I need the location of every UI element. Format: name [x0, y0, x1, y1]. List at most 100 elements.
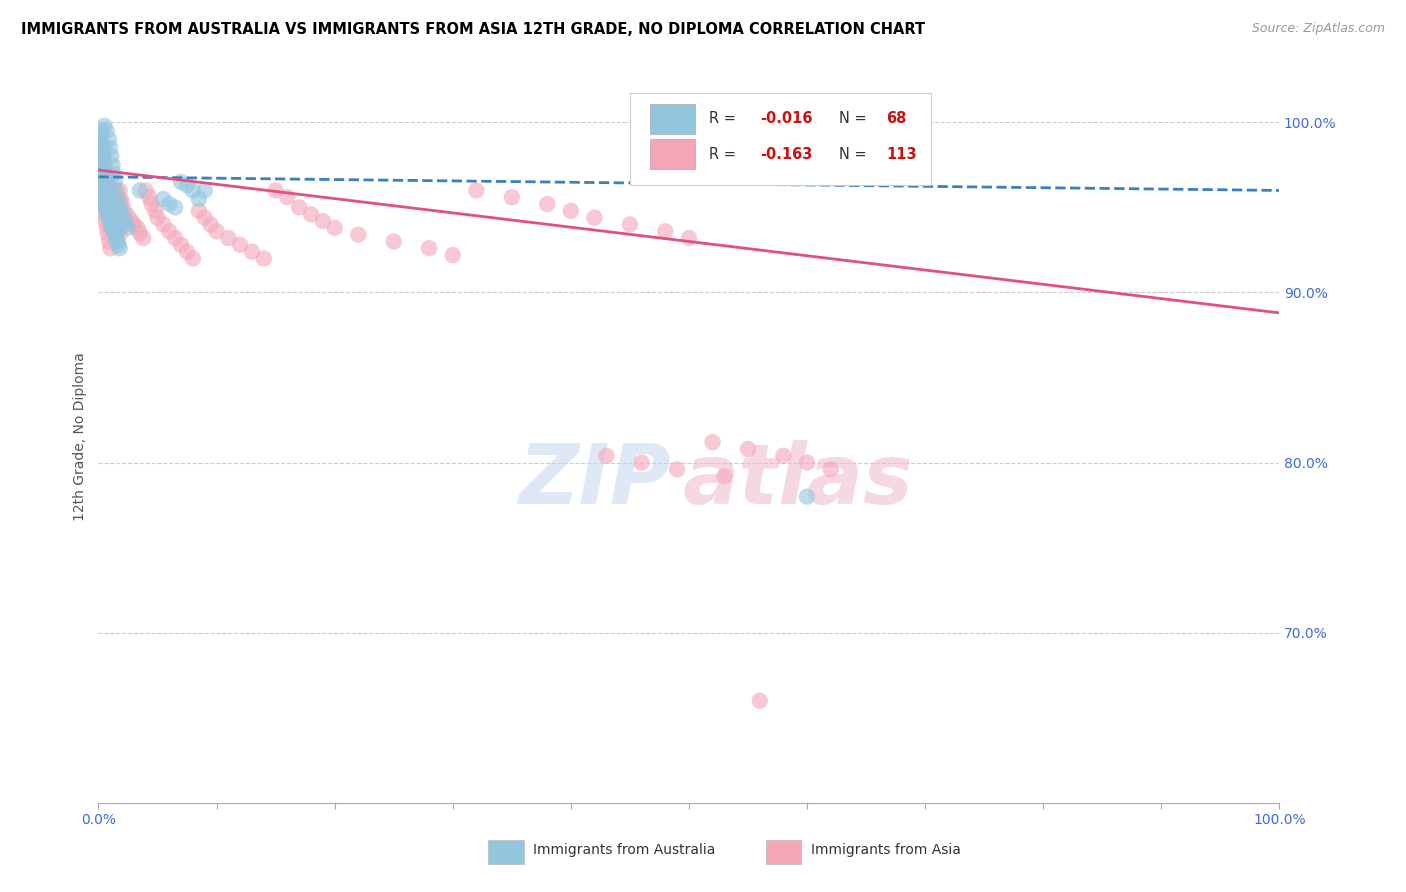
Point [98, 132, 121, 146]
Point [702, 435, 724, 450]
Point [98, 192, 121, 206]
Point [141, 197, 163, 211]
Point [194, 183, 217, 197]
Point [91, 180, 114, 194]
Point [229, 238, 252, 252]
Point [666, 462, 689, 476]
Text: atlas: atlas [683, 441, 914, 522]
Point [94, 201, 117, 215]
Point [103, 194, 125, 208]
Point [107, 220, 129, 235]
Point [91, 153, 114, 167]
Point [97, 190, 120, 204]
Point [93, 192, 115, 206]
Point [98, 201, 121, 215]
Point [98, 214, 121, 228]
Point [143, 203, 166, 218]
Point [157, 224, 180, 238]
Point [100, 220, 122, 235]
Y-axis label: 12th Grade, No Diploma: 12th Grade, No Diploma [73, 352, 87, 522]
Point [96, 175, 118, 189]
Point [288, 201, 311, 215]
Point [96, 124, 118, 138]
Point [128, 226, 150, 240]
Point [98, 241, 121, 255]
Point [108, 183, 131, 197]
Point [105, 201, 128, 215]
Point [90, 186, 112, 201]
Point [103, 166, 125, 180]
Point [107, 192, 129, 206]
Point [194, 211, 217, 225]
Point [108, 201, 131, 215]
Point [217, 231, 239, 245]
Point [176, 244, 198, 259]
Point [170, 238, 193, 252]
Point [441, 248, 464, 262]
Point [105, 231, 128, 245]
Point [114, 218, 136, 232]
Point [93, 158, 115, 172]
Point [165, 201, 187, 215]
Point [103, 183, 125, 197]
Point [796, 490, 818, 504]
FancyBboxPatch shape [650, 104, 695, 134]
Point [181, 252, 204, 266]
Text: -0.016: -0.016 [759, 112, 813, 127]
Point [713, 469, 735, 483]
Point [200, 218, 222, 232]
Point [418, 241, 440, 255]
Point [93, 197, 115, 211]
Point [91, 124, 114, 138]
FancyBboxPatch shape [488, 840, 523, 863]
Point [93, 207, 115, 221]
Point [152, 192, 174, 206]
Point [253, 252, 276, 266]
Point [104, 192, 127, 206]
Point [112, 212, 135, 227]
Point [382, 235, 405, 249]
Point [105, 183, 128, 197]
Point [105, 207, 128, 221]
Point [94, 166, 117, 180]
Point [91, 201, 114, 215]
Point [181, 183, 204, 197]
Point [205, 224, 228, 238]
Point [98, 203, 121, 218]
Point [104, 227, 127, 242]
Point [111, 209, 134, 223]
Point [91, 141, 114, 155]
Point [138, 190, 160, 204]
Point [187, 203, 209, 218]
Point [264, 183, 287, 197]
Point [152, 218, 174, 232]
Point [654, 224, 676, 238]
Point [104, 201, 127, 215]
Point [146, 211, 169, 225]
Point [110, 192, 132, 206]
Point [93, 119, 115, 133]
Point [101, 218, 124, 232]
Point [748, 694, 770, 708]
Point [101, 214, 124, 228]
Point [108, 241, 131, 255]
Text: 113: 113 [886, 146, 917, 161]
Point [312, 214, 335, 228]
Point [90, 128, 112, 143]
Point [132, 231, 155, 245]
Point [93, 141, 115, 155]
Point [91, 194, 114, 208]
Point [127, 220, 149, 235]
Text: R =: R = [709, 146, 741, 161]
Point [465, 183, 488, 197]
Point [104, 175, 127, 189]
Point [737, 442, 759, 456]
Point [91, 186, 114, 201]
Point [91, 149, 114, 163]
Point [105, 224, 128, 238]
Point [94, 169, 117, 184]
Point [101, 158, 124, 172]
Text: ZIP: ZIP [519, 441, 671, 522]
Point [94, 175, 117, 189]
Point [93, 163, 115, 178]
